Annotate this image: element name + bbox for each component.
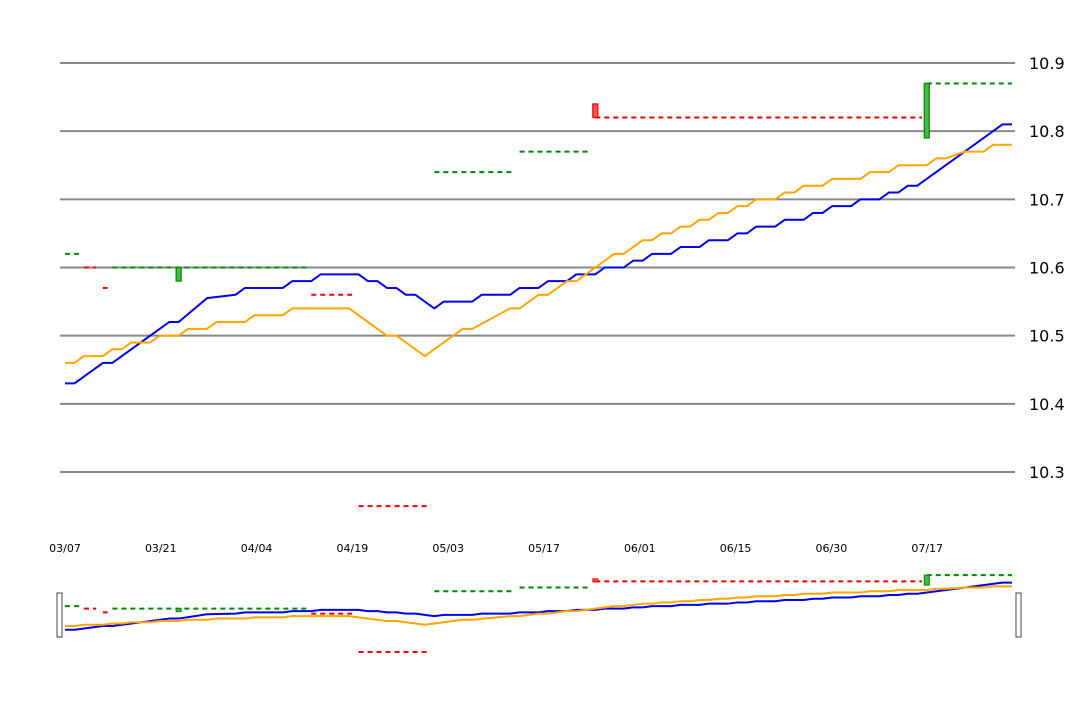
level-lines (65, 82, 1012, 508)
navigator-series-line (65, 585, 1012, 627)
grid-lines (60, 62, 1015, 473)
candle-marker (175, 266, 182, 282)
x-tick-label: 07/17 (911, 542, 943, 555)
y-tick-label: 10.8 (1029, 122, 1065, 141)
x-tick-label: 04/19 (337, 542, 369, 555)
navigator-right-handle[interactable] (1015, 592, 1022, 638)
candle-markers (175, 82, 930, 282)
x-tick-label: 06/15 (720, 542, 752, 555)
x-tick-label: 04/04 (241, 542, 273, 555)
y-tick-label: 10.6 (1029, 259, 1065, 278)
x-tick-label: 03/07 (49, 542, 81, 555)
x-tick-label: 05/03 (432, 542, 464, 555)
y-tick-label: 10.4 (1029, 395, 1065, 414)
navigator-candle-marker (592, 578, 599, 583)
y-tick-label: 10.5 (1029, 327, 1065, 346)
navigator-series-line (65, 581, 1012, 631)
navigator-overview[interactable] (56, 574, 1022, 654)
x-tick-label: 05/17 (528, 542, 560, 555)
navigator-left-handle[interactable] (56, 592, 63, 638)
candle-marker (592, 103, 599, 119)
navigator-levels (65, 574, 1012, 654)
candle-marker (923, 82, 930, 139)
y-tick-label: 10.3 (1029, 463, 1065, 482)
y-tick-label: 10.7 (1029, 190, 1065, 209)
navigator-candle-marker (175, 608, 182, 613)
y-axis-ticks: 10.3 10.4 10.5 10.6 10.7 10.8 10.9 (1029, 54, 1065, 482)
series-line (65, 143, 1012, 364)
series-line (65, 123, 1012, 385)
navigator-candles (175, 574, 930, 613)
x-tick-label: 06/30 (816, 542, 848, 555)
y-tick-label: 10.9 (1029, 54, 1065, 73)
x-tick-label: 03/21 (145, 542, 177, 555)
x-tick-label: 06/01 (624, 542, 656, 555)
navigator-series (65, 581, 1012, 631)
navigator-candle-marker (923, 574, 930, 586)
series-lines (65, 123, 1012, 385)
x-axis-ticks: 03/07 03/21 04/04 04/19 05/03 05/17 06/01 06/15… (49, 542, 943, 555)
